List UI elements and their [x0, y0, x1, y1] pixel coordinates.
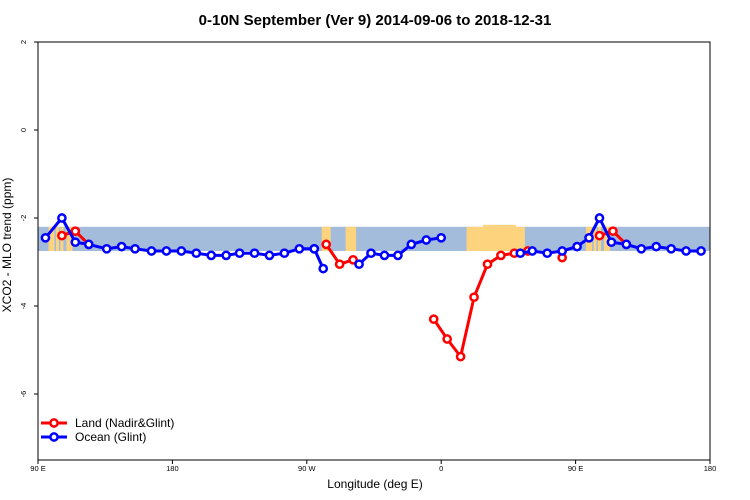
land-area [483, 224, 516, 227]
y-tick-label: -6 [19, 391, 28, 398]
data-point [101, 243, 112, 254]
data-point [496, 250, 506, 261]
land-area [593, 226, 597, 251]
legend-label: Land (Nadir&Glint) [75, 416, 174, 430]
data-point [264, 250, 275, 261]
x-tick-label: 180 [704, 464, 717, 473]
data-point [606, 237, 617, 248]
x-tick-label: 90 E [30, 464, 45, 473]
data-point [130, 243, 140, 254]
data-point [70, 226, 81, 237]
data-point [334, 259, 345, 270]
land-area [66, 226, 70, 251]
data-point [681, 246, 691, 256]
y-axis-label: XCO2 - MLO trend (ppm) [0, 178, 14, 313]
x-tick-label: 90 E [568, 464, 583, 473]
land-area [55, 226, 59, 251]
data-point [542, 248, 553, 259]
data-point [83, 239, 94, 250]
data-point [421, 235, 432, 245]
data-point [116, 241, 127, 252]
series-layer [40, 213, 706, 362]
data-point [527, 246, 538, 256]
x-tick-label: 180 [166, 464, 179, 473]
data-point [234, 248, 245, 259]
data-point [608, 226, 618, 237]
data-point [57, 230, 67, 241]
data-point [594, 230, 605, 241]
land-area [48, 226, 55, 251]
data-point [309, 243, 320, 254]
legend-marker [49, 418, 59, 428]
data-point [57, 213, 67, 223]
data-point [666, 243, 677, 254]
data-point [221, 250, 232, 261]
land-area [69, 226, 73, 251]
x-axis: 90 E 180 90 W 0 90 E 180 [30, 460, 716, 473]
data-point [191, 248, 202, 259]
data-point [176, 246, 187, 256]
legend-marker [49, 432, 59, 442]
x-tick-label: 90 W [298, 464, 316, 473]
data-point [636, 243, 647, 254]
data-point [366, 248, 376, 259]
data-point [696, 246, 706, 256]
data-point [557, 246, 568, 256]
land-area [321, 226, 331, 251]
series-1 [40, 213, 706, 274]
data-point [428, 314, 439, 325]
data-point [40, 232, 51, 243]
data-point [621, 239, 632, 250]
series-0 [57, 226, 632, 362]
data-point [354, 259, 364, 270]
data-point [455, 351, 466, 362]
plot-frame [37, 41, 711, 461]
data-point [393, 250, 403, 261]
land-area [603, 226, 607, 251]
data-point [348, 254, 358, 265]
data-point [436, 232, 447, 243]
data-point [70, 237, 81, 248]
y-tick-label: 0 [19, 128, 28, 132]
data-point [594, 213, 605, 223]
data-point [249, 248, 260, 259]
data-point [482, 259, 493, 270]
data-point [279, 248, 290, 259]
data-point [442, 334, 453, 344]
data-point [146, 246, 157, 256]
y-axis: 2 0 -2 -4 -6 [19, 40, 38, 397]
data-point [406, 239, 417, 250]
legend: Land (Nadir&Glint)Ocean (Glint) [41, 416, 174, 444]
data-point [515, 248, 526, 259]
data-point [651, 241, 662, 252]
data-point [161, 246, 172, 256]
data-point [379, 250, 390, 261]
y-tick-label: 2 [19, 40, 28, 44]
data-point [294, 243, 305, 254]
y-tick-label: -2 [19, 215, 28, 222]
data-point [584, 232, 594, 243]
chart-title: 0-10N September (Ver 9) 2014-09-06 to 20… [199, 12, 552, 29]
land-area [466, 226, 525, 251]
x-tick-label: 0 [439, 464, 443, 473]
legend-label: Ocean (Glint) [75, 430, 146, 444]
data-point [318, 263, 329, 274]
y-tick-label: -4 [19, 303, 28, 310]
land-area [345, 226, 357, 251]
x-axis-label: Longitude (deg E) [327, 477, 422, 491]
data-point [572, 241, 582, 252]
data-point [321, 239, 332, 250]
data-point [469, 292, 479, 303]
data-point [206, 250, 217, 261]
